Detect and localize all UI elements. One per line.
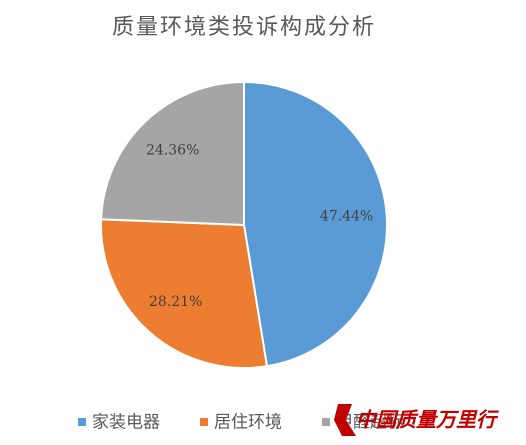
- legend-marker: [200, 418, 208, 426]
- watermark-group: 中国质量万里行: [334, 404, 499, 436]
- value-label: 28.21%: [149, 294, 202, 310]
- pie-slice: [243, 80, 388, 368]
- watermark-logo: [334, 404, 356, 436]
- pie: 47.44% 28.21% 24.36%: [100, 80, 388, 369]
- value-label: 47.44%: [320, 209, 373, 225]
- chart-title: 质量环境类投诉构成分析: [112, 15, 376, 40]
- legend-marker: [322, 418, 330, 426]
- legend-marker: [78, 418, 86, 426]
- legend-label: 居住环境: [214, 413, 282, 433]
- legend: 家装电器 居住环境 甲醛超标: [78, 413, 404, 433]
- legend-label: 甲醛超标: [336, 413, 404, 433]
- value-label: 24.36%: [146, 143, 199, 159]
- pie-slice: [100, 80, 245, 227]
- watermark: 中国质量万里行: [356, 408, 499, 432]
- legend-label: 家装电器: [92, 413, 160, 433]
- pie-slice: [100, 218, 269, 369]
